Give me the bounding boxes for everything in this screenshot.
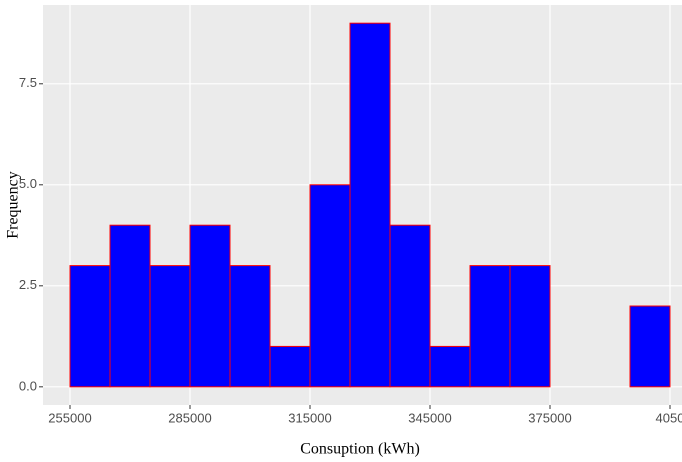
bar: [109, 224, 151, 388]
bar: [629, 305, 671, 388]
bar: [189, 224, 231, 388]
bar: [349, 22, 391, 388]
bar: [269, 345, 311, 388]
bar: [309, 184, 351, 388]
y-tick-label: 7.5: [19, 75, 37, 90]
y-tick-label: 5.0: [19, 176, 37, 191]
x-tick-label: 345000: [408, 410, 451, 425]
x-tick-label: 315000: [288, 410, 331, 425]
x-axis-title: Consuption (kWh): [300, 441, 420, 458]
bar: [69, 265, 111, 388]
x-tick-label: 4050: [656, 410, 682, 425]
y-axis-title: Frequency: [5, 171, 22, 239]
bar: [509, 265, 551, 388]
bar: [389, 224, 431, 388]
x-tick-label: 285000: [168, 410, 211, 425]
x-tick-label: 255000: [48, 410, 91, 425]
bar: [149, 265, 191, 388]
x-tick-label: 375000: [528, 410, 571, 425]
y-tick-label: 0.0: [19, 378, 37, 393]
bar: [469, 265, 511, 388]
y-tick-label: 2.5: [19, 277, 37, 292]
bar: [229, 265, 271, 388]
bar: [429, 345, 471, 388]
